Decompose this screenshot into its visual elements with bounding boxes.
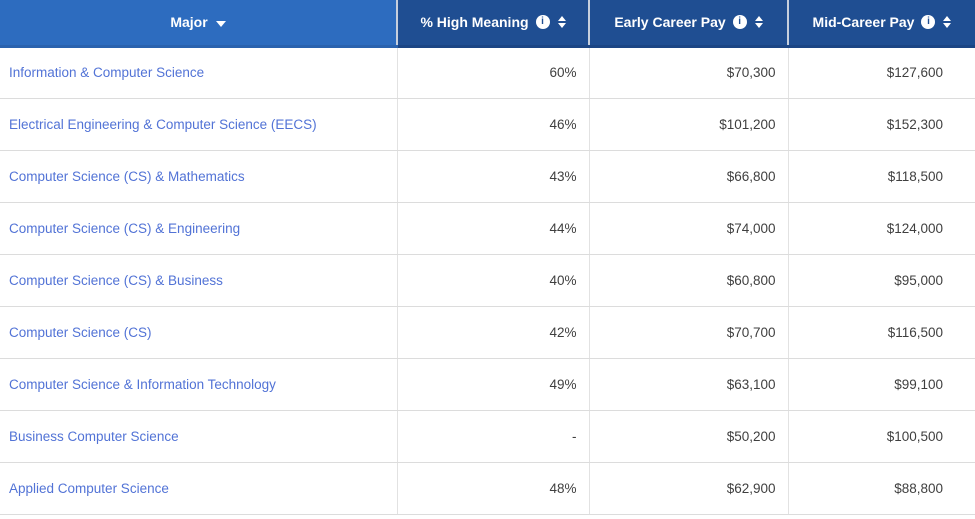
mid-career-pay-cell: $88,800: [787, 462, 975, 515]
major-cell: Computer Science (CS): [0, 306, 397, 359]
table-row: Computer Science (CS) & Business 40% $60,8…: [0, 254, 975, 307]
high-meaning-cell: 40%: [396, 254, 589, 307]
mid-career-pay-cell: $127,600: [787, 46, 975, 99]
major-cell: Electrical Engineering & Computer Scienc…: [0, 98, 397, 151]
table-row: Computer Science (CS) 42% $70,700 $116,500: [0, 306, 975, 359]
mid-career-pay-cell: $118,500: [787, 150, 975, 203]
high-meaning-cell: 44%: [396, 202, 589, 255]
major-link[interactable]: Computer Science (CS) & Business: [9, 272, 223, 288]
high-meaning-cell: 43%: [396, 150, 589, 203]
table-body: Information & Computer Science 60% $70,300…: [0, 46, 975, 515]
major-cell: Information & Computer Science: [0, 46, 397, 99]
early-career-pay-cell: $74,000: [588, 202, 788, 255]
major-link[interactable]: Business Computer Science: [9, 428, 179, 444]
major-cell: Computer Science (CS) & Mathematics: [0, 150, 397, 203]
early-career-pay-cell: $62,900: [588, 462, 788, 515]
info-icon[interactable]: i: [921, 15, 936, 30]
major-link[interactable]: Computer Science (CS): [9, 324, 152, 340]
sort-descending-icon: [215, 20, 226, 27]
table-header-row: Major % High Meaning i Early Career Pay …: [0, 0, 975, 48]
column-header-major-label: Major: [170, 14, 208, 31]
major-link[interactable]: Computer Science (CS) & Mathematics: [9, 168, 245, 184]
high-meaning-cell: 46%: [396, 98, 589, 151]
early-career-pay-cell: $50,200: [588, 410, 788, 463]
column-header-early-career-pay-label: Early Career Pay: [614, 14, 726, 31]
early-career-pay-cell: $70,700: [588, 306, 788, 359]
high-meaning-cell: 42%: [396, 306, 589, 359]
high-meaning-cell: 48%: [396, 462, 589, 515]
table-row: Information & Computer Science 60% $70,300…: [0, 46, 975, 99]
column-header-mid-career-pay-label: Mid-Career Pay: [812, 14, 915, 31]
sort-icon: [754, 16, 763, 29]
high-meaning-cell: -: [396, 410, 589, 463]
info-icon[interactable]: i: [732, 15, 747, 30]
early-career-pay-cell: $70,300: [588, 46, 788, 99]
early-career-pay-cell: $63,100: [588, 358, 788, 411]
mid-career-pay-cell: $124,000: [787, 202, 975, 255]
sort-icon: [557, 16, 566, 29]
column-header-high-meaning[interactable]: % High Meaning i: [396, 0, 589, 48]
sort-icon: [943, 16, 952, 29]
table-row: Electrical Engineering & Computer Scienc…: [0, 98, 975, 151]
major-link[interactable]: Electrical Engineering & Computer Scienc…: [9, 116, 317, 132]
mid-career-pay-cell: $116,500: [787, 306, 975, 359]
high-meaning-cell: 49%: [396, 358, 589, 411]
table-row: Business Computer Science - $50,200 $100,50…: [0, 410, 975, 463]
major-link[interactable]: Computer Science (CS) & Engineering: [9, 220, 241, 236]
table-row: Applied Computer Science 48% $62,900 $88,80…: [0, 462, 975, 515]
mid-career-pay-cell: $99,100: [787, 358, 975, 411]
column-header-high-meaning-label: % High Meaning: [420, 14, 529, 31]
column-header-major[interactable]: Major: [0, 0, 397, 48]
mid-career-pay-cell: $152,300: [787, 98, 975, 151]
major-link[interactable]: Information & Computer Science: [9, 65, 205, 80]
major-link[interactable]: Computer Science & Information Technolog…: [9, 376, 276, 392]
info-icon[interactable]: i: [535, 15, 550, 30]
major-cell: Applied Computer Science: [0, 462, 397, 515]
table-header: Major % High Meaning i Early Career Pay …: [0, 0, 975, 48]
table-row: Computer Science (CS) & Engineering 44% $7…: [0, 202, 975, 255]
early-career-pay-cell: $60,800: [588, 254, 788, 307]
major-cell: Business Computer Science: [0, 410, 397, 463]
early-career-pay-cell: $66,800: [588, 150, 788, 203]
mid-career-pay-cell: $100,500: [787, 410, 975, 463]
early-career-pay-cell: $101,200: [588, 98, 788, 151]
mid-career-pay-cell: $95,000: [787, 254, 975, 307]
table-row: Computer Science (CS) & Mathematics 43% $6…: [0, 150, 975, 203]
major-cell: Computer Science & Information Technolog…: [0, 358, 397, 411]
major-cell: Computer Science (CS) & Business: [0, 254, 397, 307]
high-meaning-cell: 60%: [396, 46, 589, 99]
major-cell: Computer Science (CS) & Engineering: [0, 202, 397, 255]
table-row: Computer Science & Information Technolog…: [0, 358, 975, 411]
major-link[interactable]: Applied Computer Science: [9, 480, 169, 496]
column-header-early-career-pay[interactable]: Early Career Pay i: [588, 0, 788, 48]
column-header-mid-career-pay[interactable]: Mid-Career Pay i: [787, 0, 975, 48]
